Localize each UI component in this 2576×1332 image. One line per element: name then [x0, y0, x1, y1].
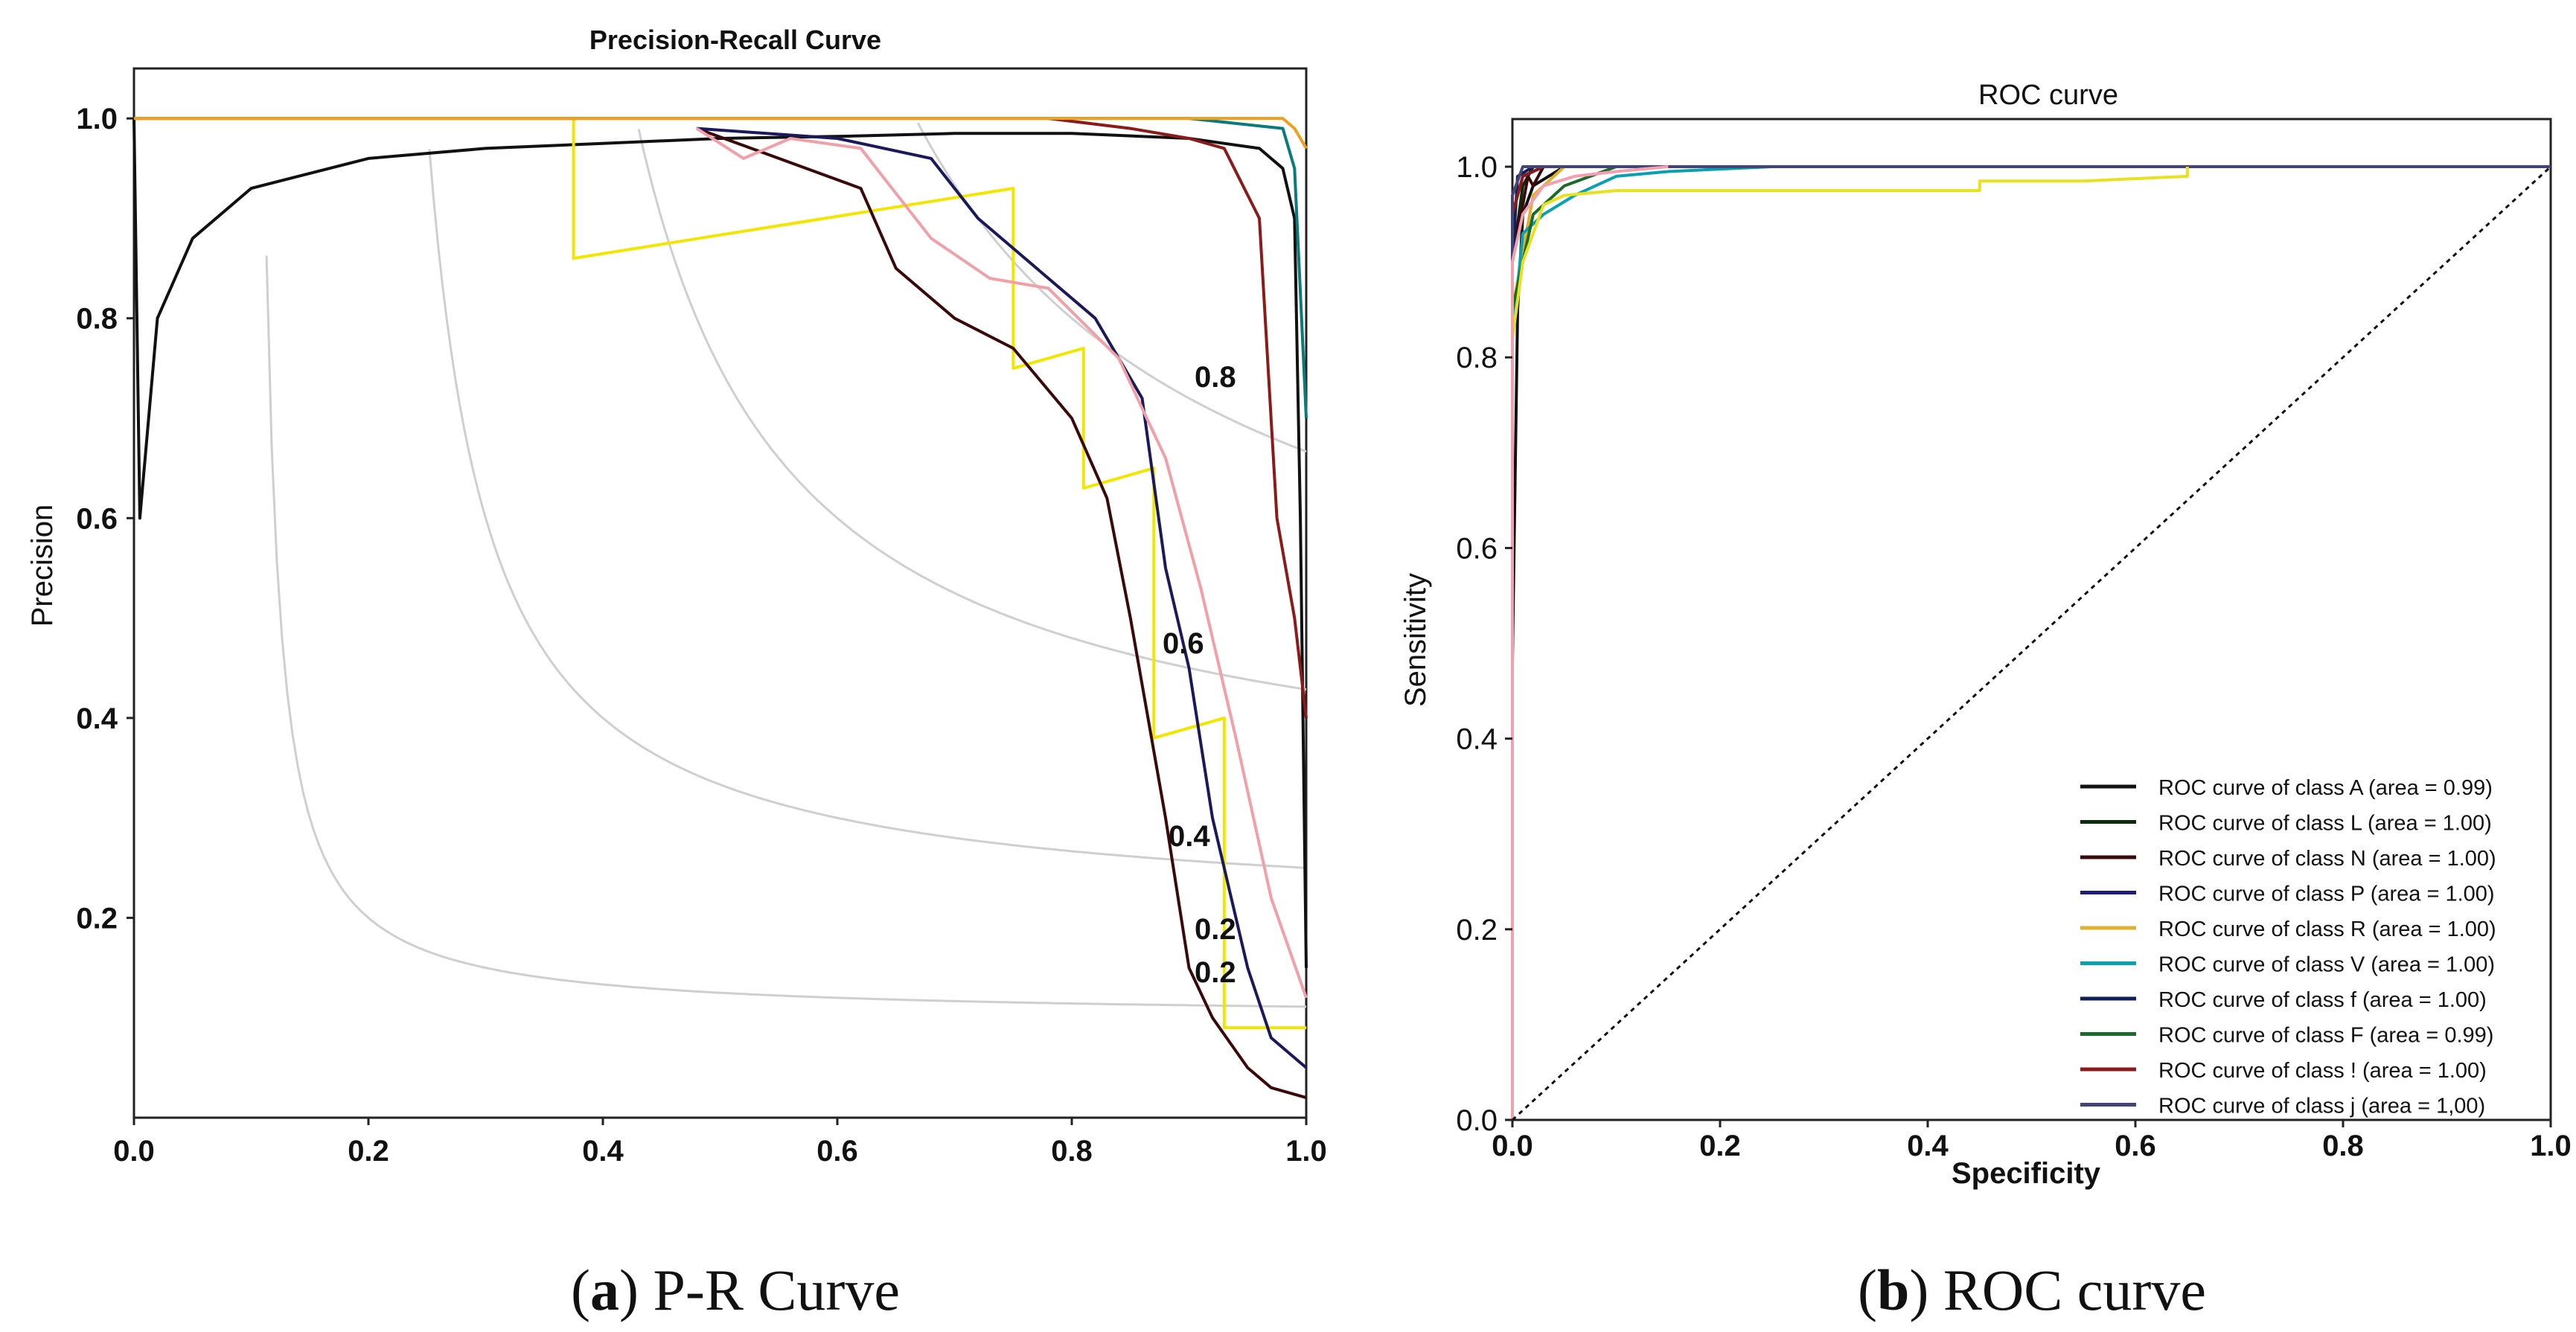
roc-x-tick-label: 0.8 [2322, 1130, 2364, 1162]
iso-f1-curve [637, 129, 1307, 691]
roc-x-tick-label: 0.6 [2115, 1130, 2156, 1162]
iso-label-0-2-a: 0.2 [1195, 913, 1236, 946]
roc-legend-entry: ROC curve of class R (area = 1.00) [2158, 918, 2496, 941]
roc-legend-entry: ROC curve of class j (area = 1,00) [2158, 1095, 2485, 1118]
pr-y-tick-label: 1.0 [76, 103, 118, 135]
pr-iso-f1-group [265, 122, 1307, 1008]
roc-ylabel: Sensitivity [1399, 573, 1432, 707]
roc-legend-entry: ROC curve of class F (area = 0.99) [2158, 1024, 2493, 1048]
iso-label-0-2-b: 0.2 [1195, 956, 1236, 989]
roc-y-tick-label: 0.6 [1456, 532, 1498, 565]
roc-series-group [1511, 165, 2552, 1121]
roc-x-tick-label: 0.2 [1699, 1130, 1741, 1162]
iso-f1-curve [265, 255, 1307, 1008]
roc-legend: ROC curve of class A (area = 0.99) ROC cu… [2080, 776, 2496, 1118]
pr-series-line [134, 117, 1306, 1030]
roc-series-line [1511, 167, 2189, 1120]
pr-y-tick-label: 0.2 [76, 902, 118, 935]
pr-series-line [695, 127, 1308, 999]
iso-f1-curve [916, 122, 1307, 453]
pr-y-ticks: 1.0 0.8 0.6 0.4 0.2 [76, 103, 134, 935]
roc-legend-entry: ROC curve of class P (area = 1.00) [2158, 883, 2495, 906]
roc-caption: (b) ROC curve [1858, 1258, 2206, 1322]
pr-x-tick-label: 0.2 [348, 1135, 389, 1168]
roc-x-tick-label: 1.0 [2530, 1130, 2572, 1162]
roc-y-tick-label: 0.2 [1456, 914, 1498, 947]
roc-series-line [1511, 165, 1669, 1120]
roc-x-tick-label: 0.4 [1907, 1130, 1949, 1162]
roc-y-ticks: 1.0 0.8 0.6 0.4 0.2 0.0 [1456, 151, 1512, 1137]
pr-x-tick-label: 1.0 [1285, 1135, 1327, 1168]
pr-x-ticks: 0.0 0.2 0.4 0.6 0.8 1.0 [113, 1118, 1327, 1168]
roc-y-tick-label: 0.4 [1456, 723, 1498, 756]
pr-x-tick-label: 0.8 [1051, 1135, 1093, 1168]
roc-y-tick-label: 1.0 [1456, 151, 1498, 184]
pr-x-tick-label: 0.4 [582, 1135, 624, 1168]
roc-y-tick-label: 0.0 [1456, 1104, 1498, 1137]
iso-f1-curve [428, 149, 1307, 869]
roc-y-tick-label: 0.8 [1456, 342, 1498, 374]
iso-label-0-8: 0.8 [1195, 361, 1236, 394]
roc-diagonal-line [1511, 165, 2552, 1121]
pr-series-line [696, 127, 1307, 1100]
pr-series-line [134, 117, 1308, 150]
pr-series-group [132, 117, 1308, 1100]
roc-legend-entry: ROC curve of class A (area = 0.99) [2158, 776, 2493, 800]
pr-series-line [696, 127, 1308, 1069]
pr-series-line [134, 117, 1308, 419]
roc-legend-entry: ROC curve of class N (area = 1.00) [2158, 847, 2496, 871]
roc-legend-entry: ROC curve of class f (area = 1.00) [2158, 988, 2487, 1012]
roc-panel: ROC curve 0.0 0.2 0.4 0.6 0.8 1.0 1.00.80.60.… [1399, 80, 2572, 1322]
pr-y-tick-label: 0.6 [76, 502, 118, 535]
pr-panel: Precision-Recall Curve 0.0 0.2 0.4 0.6 0.8 1.… [26, 25, 1327, 1322]
iso-label-0-4: 0.4 [1169, 820, 1210, 853]
pr-y-tick-label: 0.4 [76, 702, 118, 735]
pr-x-tick-label: 0.6 [816, 1135, 858, 1168]
roc-x-tick-label: 0.0 [1492, 1130, 1533, 1162]
roc-legend-entry: ROC curve of class ! (area = 1.00) [2158, 1059, 2487, 1083]
pr-plot-frame [132, 67, 1308, 1119]
roc-title: ROC curve [1978, 80, 2118, 111]
pr-caption: (a) P-R Curve [571, 1258, 900, 1322]
pr-x-tick-label: 0.0 [113, 1135, 155, 1168]
roc-x-ticks: 0.0 0.2 0.4 0.6 0.8 1.0 [1492, 1120, 2572, 1162]
pr-y-tick-label: 0.8 [76, 303, 118, 336]
iso-label-0-6: 0.6 [1163, 627, 1204, 660]
pr-series-line [134, 117, 1308, 719]
roc-xlabel: Specificity [1952, 1157, 2101, 1190]
roc-legend-entry: ROC curve of class L (area = 1.00) [2158, 812, 2492, 836]
roc-series-line [1511, 165, 1772, 1120]
pr-title: Precision-Recall Curve [589, 25, 881, 55]
pr-series-line [132, 118, 1308, 968]
roc-legend-entry: ROC curve of class V (area = 1.00) [2158, 953, 2495, 977]
pr-ylabel: Precision [26, 505, 59, 627]
